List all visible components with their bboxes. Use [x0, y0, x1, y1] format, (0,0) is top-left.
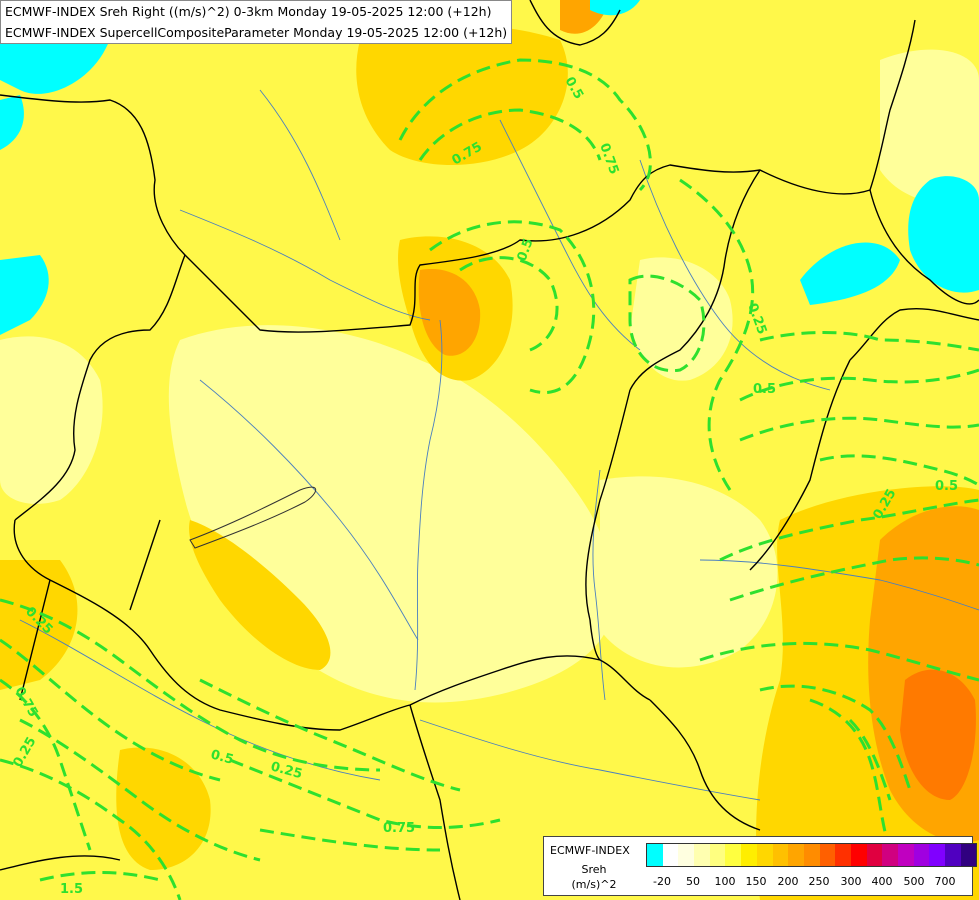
legend-tick-label: 50 [686, 875, 700, 888]
legend-swatch [866, 844, 883, 866]
header-line-sreh: ECMWF-INDEX Sreh Right ((m/s)^2) 0-3km M… [5, 4, 492, 19]
legend-swatch [662, 844, 679, 866]
legend-swatch [725, 844, 742, 866]
legend-tick-label: 200 [777, 875, 799, 888]
legend-swatch [756, 844, 773, 866]
legend-tick-label: 250 [808, 875, 830, 888]
legend-swatch [945, 844, 961, 866]
contour-label: 0.75 [383, 821, 415, 836]
legend-swatch [741, 844, 757, 866]
rivers [19, 89, 979, 801]
legend-swatch [960, 844, 977, 866]
legend-swatch [709, 844, 726, 866]
legend-ticks: -20 50 100 150 200 250 300 400 500 700 [646, 875, 976, 891]
sreh-dark-orange-areas [900, 669, 976, 800]
legend-title: ECMWF-INDEX [550, 844, 630, 857]
legend-color-bar [646, 843, 978, 867]
legend-swatch [835, 844, 851, 866]
contour-label: 1.5 [60, 882, 83, 897]
contour-label: 0.5 [753, 382, 776, 397]
legend-swatch [772, 844, 789, 866]
legend-tick-label: 700 [934, 875, 956, 888]
legend-tick-label: 150 [745, 875, 767, 888]
contour-label: 0.5 [209, 747, 235, 767]
legend-swatch [819, 844, 836, 866]
scp-contours [0, 58, 979, 900]
legend-tick-label: 500 [903, 875, 925, 888]
legend-swatch [929, 844, 946, 866]
legend-swatch [913, 844, 930, 866]
legend-variable: Sreh [581, 863, 607, 876]
legend-swatch [850, 844, 867, 866]
legend-swatch [647, 844, 663, 866]
legend-tick-label: 400 [871, 875, 893, 888]
legend-tick-label: 100 [714, 875, 736, 888]
color-legend: ECMWF-INDEX Sreh (m/s)^2 -20 50 100 150 200 2… [543, 836, 978, 896]
legend-swatch [898, 844, 914, 866]
map-header: ECMWF-INDEX Sreh Right ((m/s)^2) 0-3km M… [0, 0, 513, 44]
legend-unit: (m/s)^2 [571, 878, 617, 891]
header-line-scp: ECMWF-INDEX SupercellCompositeParameter … [5, 25, 508, 40]
contour-label: 0.5 [935, 479, 958, 494]
legend-swatch [882, 844, 898, 866]
lake [189, 486, 317, 549]
legend-swatch [803, 844, 820, 866]
legend-tick-label: -20 [653, 875, 671, 888]
legend-swatch [694, 844, 710, 866]
legend-tick-label: 300 [840, 875, 862, 888]
contour-label: 0.5 [515, 237, 537, 264]
legend-swatch [678, 844, 695, 866]
legend-swatch [788, 844, 804, 866]
